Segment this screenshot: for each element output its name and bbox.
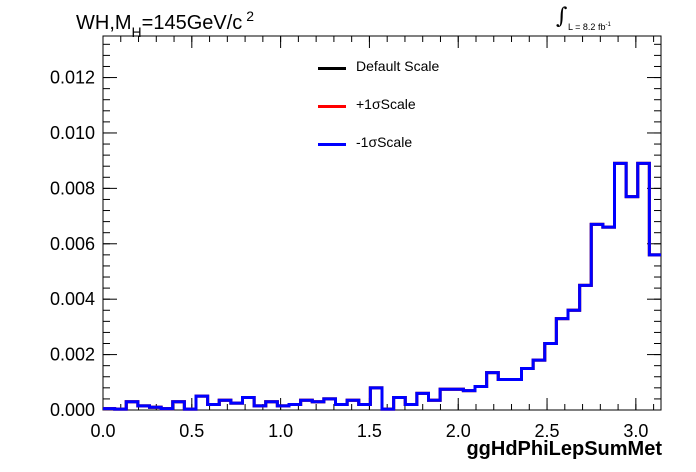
title-main: WH,M <box>76 12 132 34</box>
x-tick-label: 2.0 <box>446 421 471 441</box>
histogram-series-1 <box>103 161 661 411</box>
histogram-series-0 <box>103 161 661 411</box>
legend-item-plus1sigma: +1σScale <box>318 96 439 134</box>
y-tick-label: 0.012 <box>50 68 95 88</box>
title-superscript: 2 <box>246 8 255 24</box>
legend-swatch-plus1sigma <box>318 105 346 108</box>
x-tick-label: 3.0 <box>623 421 648 441</box>
x-tick-label: 0.0 <box>90 421 115 441</box>
x-tick-label: 1.5 <box>357 421 382 441</box>
luminosity-unit-exponent: -1 <box>605 22 611 28</box>
integral-symbol: ∫ <box>556 4 568 29</box>
legend-item-minus1sigma: -1σScale <box>318 134 439 172</box>
legend-swatch-default <box>318 67 346 70</box>
title-rest: =145GeV/c <box>141 12 243 34</box>
x-tick-label: 0.5 <box>179 421 204 441</box>
legend: Default Scale +1σScale -1σScale <box>318 58 439 172</box>
legend-label-default: Default Scale <box>356 58 440 74</box>
legend-label-plus1sigma: +1σScale <box>356 96 416 112</box>
x-tick-label: 1.0 <box>268 421 293 441</box>
legend-swatch-minus1sigma <box>318 143 346 146</box>
legend-item-default: Default Scale <box>318 58 439 96</box>
y-tick-label: 0.008 <box>50 178 95 198</box>
luminosity-text: L = 8.2 fb <box>568 22 606 32</box>
y-tick-label: 0.004 <box>50 289 95 309</box>
histogram-series-2 <box>103 161 661 411</box>
y-tick-label: 0.002 <box>50 345 95 365</box>
legend-label-minus1sigma: -1σScale <box>356 134 413 150</box>
y-tick-label: 0.000 <box>50 400 95 420</box>
y-tick-label: 0.010 <box>50 123 95 143</box>
title-subscript: H <box>131 24 142 40</box>
chart-title: WH,MH=145GeV/c 2 <box>76 8 254 40</box>
y-tick-label: 0.006 <box>50 234 95 254</box>
x-axis-title: ggHdPhiLepSumMet <box>466 438 662 460</box>
x-tick-label: 2.5 <box>535 421 560 441</box>
